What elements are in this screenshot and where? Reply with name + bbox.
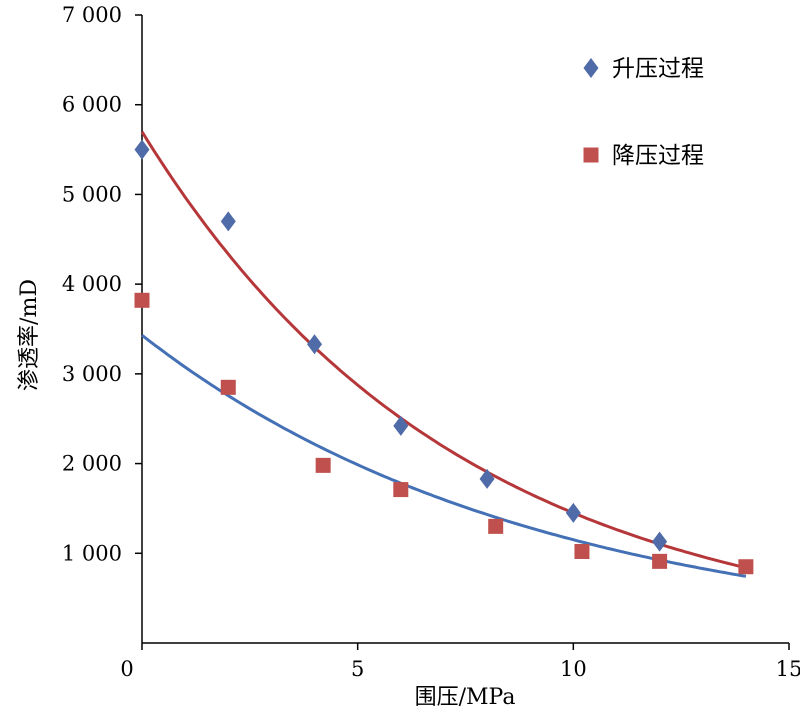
y-tick-label: 5 000 — [62, 182, 122, 206]
data-point — [488, 518, 504, 534]
legend-marker — [583, 58, 599, 78]
x-tick-label: 15 — [776, 657, 800, 681]
x-tick-label: 5 — [351, 657, 364, 681]
y-tick-label: 4 000 — [62, 272, 122, 296]
data-point — [393, 482, 409, 498]
data-points — [134, 139, 754, 575]
data-point — [652, 531, 668, 552]
data-point — [565, 502, 581, 523]
data-point — [315, 457, 331, 473]
data-point — [738, 559, 754, 575]
data-point — [220, 211, 236, 232]
trendlines — [140, 130, 747, 578]
trendline — [140, 130, 747, 570]
legend-label: 升压过程 — [612, 56, 704, 82]
data-point — [134, 292, 150, 308]
trendline — [141, 334, 747, 578]
y-tick-label: 6 000 — [62, 93, 122, 117]
data-point — [574, 543, 590, 559]
y-tick-label: 1 000 — [62, 541, 122, 565]
x-axis-title: 围压/MPa — [415, 685, 516, 710]
data-point — [220, 379, 236, 395]
legend-marker — [583, 147, 599, 163]
y-axis-title: 渗透率/mD — [17, 279, 42, 391]
data-point — [307, 334, 323, 355]
axes — [141, 15, 789, 644]
data-point — [652, 553, 668, 569]
y-tick-label: 7 000 — [62, 3, 122, 27]
axis-ticks: 0 5 10 15 1 000 2 000 3 000 4 000 5 000 6 000 7 00… — [62, 3, 800, 681]
y-tick-label: 2 000 — [62, 452, 122, 476]
x-tick-label: 0 — [120, 657, 133, 681]
data-point — [393, 415, 409, 436]
y-tick-label: 3 000 — [62, 362, 122, 386]
data-point — [479, 468, 495, 489]
x-tick-label: 10 — [560, 657, 587, 681]
legend-label: 降压过程 — [612, 143, 704, 169]
data-point — [134, 139, 150, 160]
